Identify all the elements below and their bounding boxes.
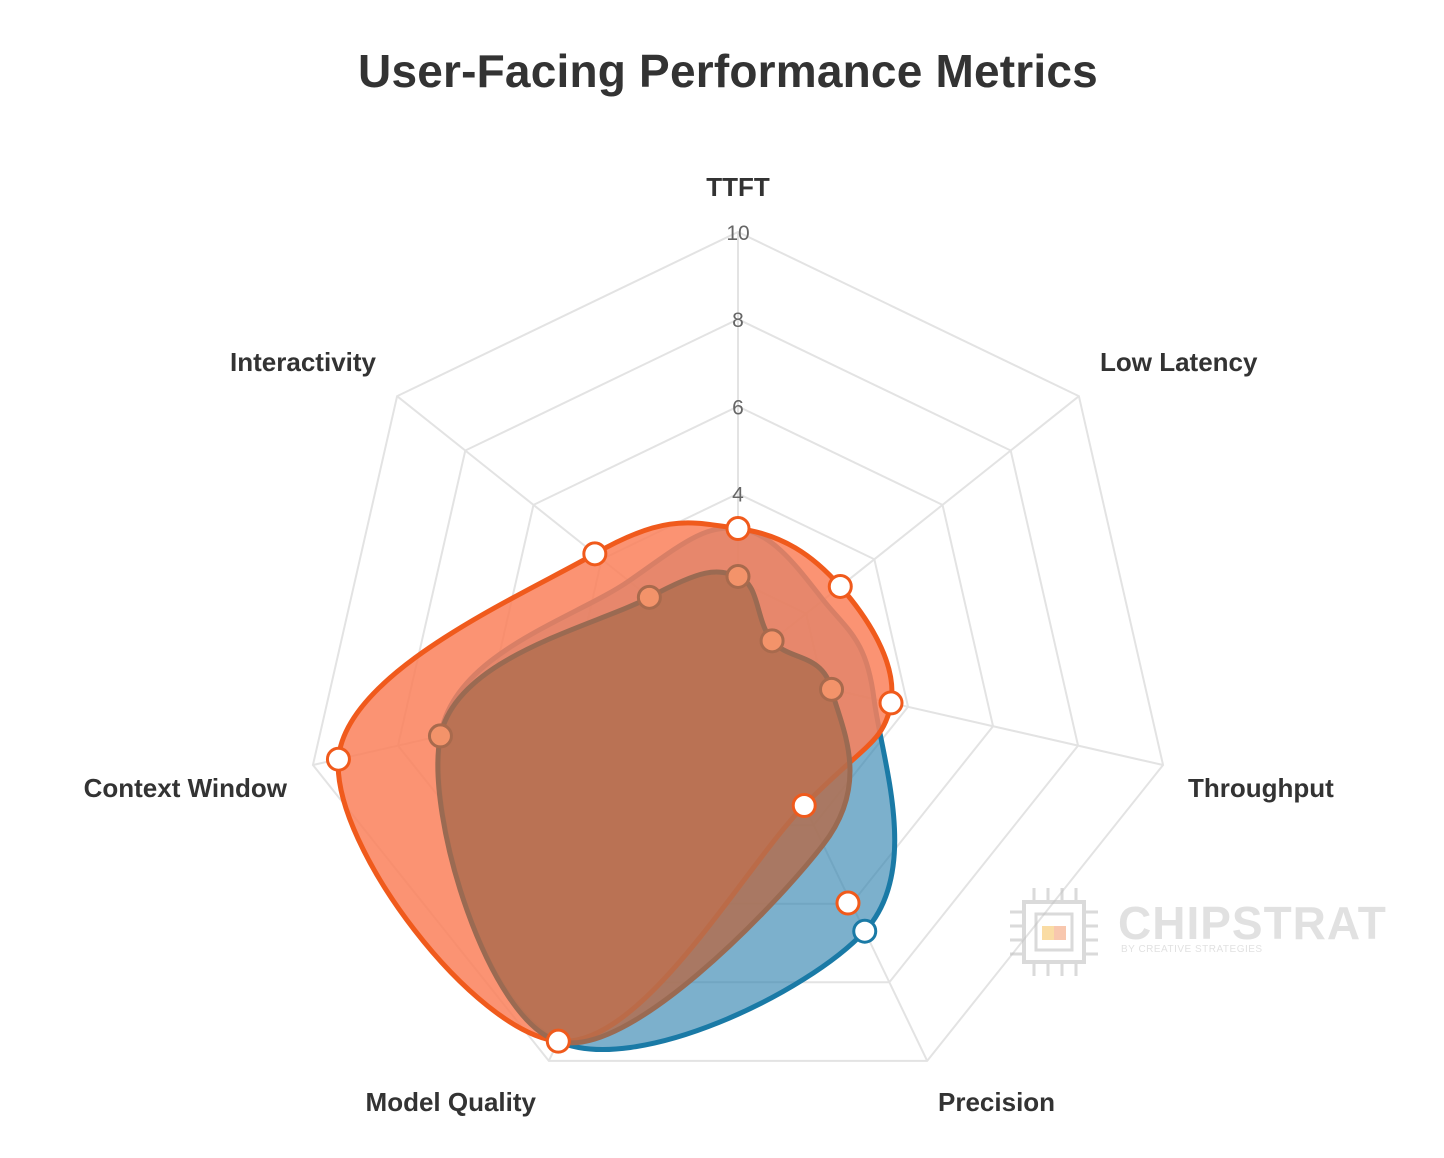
- series-orange-marker-3[interactable]: [791, 792, 817, 818]
- radial-tick-8: 8: [732, 309, 744, 332]
- series-inner-marker-1[interactable]: [759, 628, 785, 654]
- series-blue-marker-0[interactable]: [852, 918, 878, 944]
- chip-logo-icon: [1010, 888, 1098, 976]
- radar-series: [335, 520, 898, 1053]
- watermark-brand: CHIPSTRAT: [1118, 897, 1387, 949]
- series-orange-precision-marker-0[interactable]: [835, 890, 861, 916]
- series-inner-area: [435, 569, 853, 1046]
- series-orange-marker-5[interactable]: [325, 746, 351, 772]
- radial-tick-6: 6: [732, 396, 744, 419]
- series-orange-marker-4[interactable]: [545, 1028, 571, 1054]
- radial-tick-10: 10: [726, 222, 749, 245]
- axis-label-1: Low Latency: [1100, 347, 1258, 377]
- axis-label-0: TTFT: [706, 172, 770, 202]
- radar-labels: TTFT Low Latency Throughput Precision Model …: [84, 172, 1335, 1117]
- grid-ring-10: [311, 230, 1165, 1062]
- axis-label-5: Context Window: [84, 773, 288, 803]
- series-orange-marker-2[interactable]: [878, 690, 904, 716]
- series-orange-marker-0[interactable]: [725, 515, 751, 541]
- chipstrat-watermark: CHIPSTRAT BY CREATIVE STRATEGIES: [1006, 884, 1396, 980]
- watermark-subtitle: BY CREATIVE STRATEGIES: [1121, 944, 1263, 955]
- series-inner-marker-2[interactable]: [819, 676, 845, 702]
- series-inner-marker-3[interactable]: [427, 723, 453, 749]
- series-inner-marker-0[interactable]: [725, 563, 751, 589]
- axis-label-6: Interactivity: [230, 347, 376, 377]
- axis-label-2: Throughput: [1188, 773, 1334, 803]
- series-orange-marker-6[interactable]: [582, 541, 608, 567]
- series-inner-marker-4[interactable]: [636, 584, 662, 610]
- chart-title: User-Facing Performance Metrics: [358, 45, 1098, 97]
- axis-label-4: Model Quality: [366, 1087, 537, 1117]
- axis-label-3: Precision: [938, 1087, 1055, 1117]
- series-orange-marker-1[interactable]: [827, 573, 853, 599]
- radar-markers: [325, 515, 904, 1054]
- radial-tick-4: 4: [732, 484, 744, 507]
